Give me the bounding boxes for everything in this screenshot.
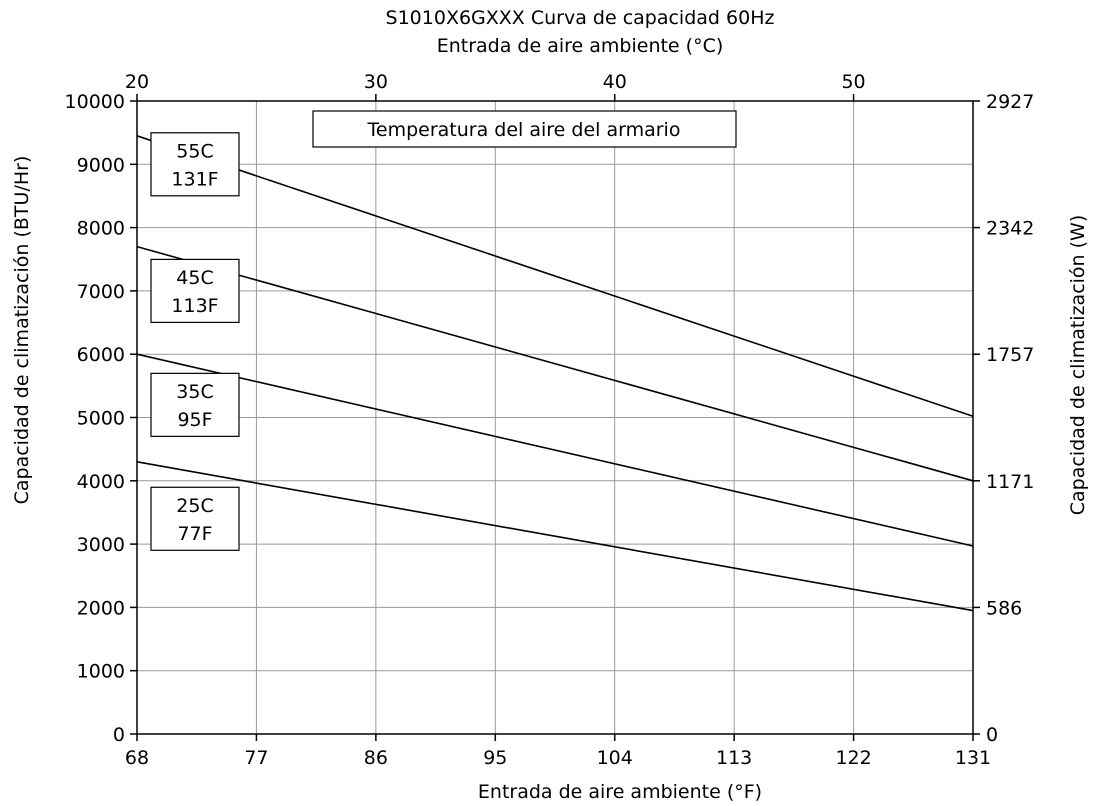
x-tick-label: 86: [364, 747, 388, 769]
tick-layer: 68 77 86 95 104 113 122 131 20 30 40 50 0 1000 2000 300…: [65, 71, 1035, 769]
top-x-tick-label: 30: [364, 71, 388, 93]
grid-layer: [137, 101, 973, 734]
series-label-fahrenheit: 113F: [171, 295, 218, 317]
legend-title-frame: [312, 110, 737, 148]
series-label-celsius: 25C: [176, 495, 213, 517]
top-x-axis-label: Entrada de aire ambiente (°C): [437, 35, 724, 57]
y-tick-label: 0: [113, 724, 125, 746]
y2-tick-label: 2342: [986, 218, 1034, 240]
top-x-tick-label: 40: [603, 71, 627, 93]
top-x-tick-label: 50: [841, 71, 865, 93]
series-label-frame: [150, 132, 240, 197]
y-tick-label: 10000: [65, 91, 125, 113]
y-tick-label: 4000: [77, 471, 125, 493]
series-label-box: 45C 113F: [150, 258, 240, 323]
x-tick-label: 68: [125, 747, 149, 769]
series-label-frame: [150, 372, 240, 437]
x-tick-label: 95: [483, 747, 507, 769]
legend-title: Temperatura del aire del armario: [367, 119, 681, 141]
y2-tick-label: 1757: [986, 344, 1034, 366]
series-label-celsius: 35C: [176, 381, 213, 403]
y-tick-label: 2000: [77, 597, 125, 619]
y-tick-label: 1000: [77, 661, 125, 683]
y-tick-label: 7000: [77, 281, 125, 303]
x-tick-label: 113: [716, 747, 752, 769]
series-label-frame: [150, 486, 240, 551]
y-axis-label: Capacidad de climatización (BTU/Hr): [11, 156, 33, 505]
y2-tick-label: 1171: [986, 471, 1034, 493]
series-layer: [136, 135, 974, 612]
series-label-fahrenheit: 77F: [177, 523, 212, 545]
x-tick-label: 104: [597, 747, 633, 769]
x-tick-label: 77: [244, 747, 268, 769]
chart-title: S1010X6GXXX Curva de capacidad 60Hz: [386, 7, 775, 29]
series-label-celsius: 55C: [176, 140, 213, 162]
series-line: [136, 353, 974, 547]
x-tick-label: 122: [835, 747, 871, 769]
y2-tick-label: 586: [986, 597, 1022, 619]
y2-tick-label: 0: [986, 724, 998, 746]
y-tick-label: 6000: [77, 344, 125, 366]
y2-tick-label: 2927: [986, 91, 1034, 113]
series-label-box: 55C 131F: [150, 132, 240, 197]
series-line: [136, 245, 974, 482]
series-line: [136, 135, 974, 417]
series-label-frame: [150, 258, 240, 323]
y-tick-label: 9000: [77, 154, 125, 176]
x-axis-label: Entrada de aire ambiente (°F): [478, 781, 762, 803]
y-tick-label: 8000: [77, 218, 125, 240]
y2-axis-label: Capacidad de climatización (W): [1067, 215, 1089, 515]
x-tick-label: 131: [955, 747, 991, 769]
series-label-fahrenheit: 131F: [171, 168, 218, 190]
y-tick-label: 5000: [77, 408, 125, 430]
y-tick-label: 3000: [77, 534, 125, 556]
series-label-celsius: 45C: [176, 267, 213, 289]
top-x-tick-label: 20: [125, 71, 149, 93]
series-label-fahrenheit: 95F: [177, 409, 212, 431]
legend-title-box: Temperatura del aire del armario: [312, 110, 737, 148]
series-line: [136, 461, 974, 612]
